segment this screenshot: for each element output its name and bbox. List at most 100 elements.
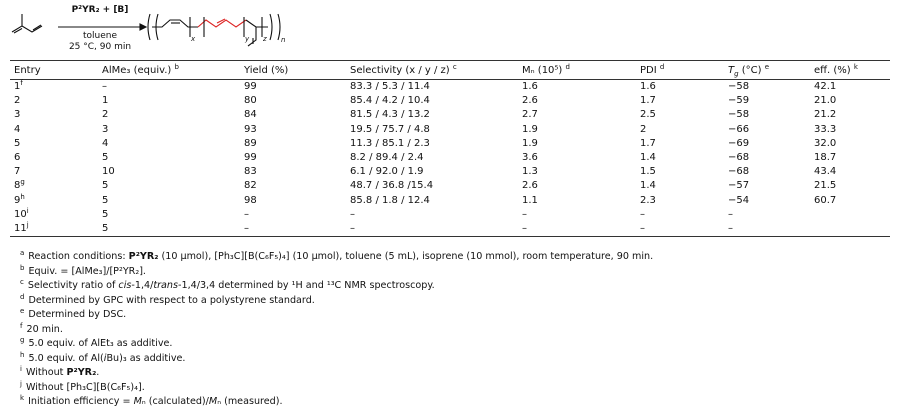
footnote: i Without P²YR₂. <box>20 366 653 381</box>
table-row: 11j 5– – – – – <box>10 221 890 238</box>
table-cell: 82 <box>244 180 257 192</box>
footnote-mark: b <box>20 263 25 272</box>
subscript: n <box>281 36 285 44</box>
column-header: eff. (%) k <box>810 60 890 80</box>
footnote: c Selectivity ratio of cis-1,4/trans-1,4/… <box>20 279 653 294</box>
footnote-text: . <box>96 367 100 378</box>
table-cell: 81.5 / 4.3 / 13.2 <box>350 109 430 121</box>
footnotes: a Reaction conditions: P²YR₂ (10 μmol), [… <box>20 250 653 410</box>
header-text: AlMe₃ (equiv.) <box>102 64 172 76</box>
footnote-ref: h <box>20 192 25 201</box>
footnote-ref: g <box>20 178 25 187</box>
table-cell: 21.2 <box>814 109 837 121</box>
table-cell: 1.1 <box>522 194 538 206</box>
table-cell: 2.6 <box>522 95 538 107</box>
footnote-mark: e <box>20 307 25 315</box>
footnote-text: M <box>208 396 218 407</box>
table-body: 1f –99 83.3 / 5.3 / 11.4 1.6 1.6 −58 42.1 2 1 80 8… <box>10 80 890 238</box>
footnote-text: 20 min. <box>26 323 63 335</box>
table-cell: 60.7 <box>814 194 837 206</box>
footnote-mark: g <box>20 336 25 344</box>
column-header: Tg (°C) e <box>724 60 810 80</box>
subscript: x <box>190 35 196 43</box>
entry-cell: 9h <box>10 192 98 208</box>
entry-cell: 7 <box>10 165 98 179</box>
footnote-ref: d <box>565 62 570 71</box>
footnote-ref: d <box>659 62 665 71</box>
table-cell: 33.3 <box>814 123 837 135</box>
table-cell: −68 <box>728 152 750 164</box>
table-cell: – <box>640 208 645 220</box>
footnote: a Reaction conditions: P²YR₂ (10 μmol), [… <box>20 250 653 265</box>
table-cell: 5 <box>102 152 109 164</box>
entry: 1 <box>14 81 21 93</box>
table-cell: 1.5 <box>640 166 656 178</box>
footnote-text: ₙ (measured). <box>217 396 283 407</box>
table-cell: −69 <box>728 137 750 149</box>
table-cell: −68 <box>728 166 750 178</box>
footnote: d Determined by GPC with respect to a pol… <box>20 293 653 309</box>
table-cell: 1.4 <box>640 152 656 164</box>
entry-cell: 3 <box>10 108 98 122</box>
table-cell: – <box>240 221 346 238</box>
entry: 7 <box>14 166 21 178</box>
table-row: 3 2 84 81.5 / 4.3 / 13.2 2.7 2.5 −58 21.2 <box>10 108 890 122</box>
header-text: Mₙ (10⁵) <box>522 64 563 76</box>
table-cell: 1.6 <box>522 81 538 93</box>
table-cell: 1.7 <box>640 95 656 107</box>
table-row: 8g 5 82 48.7 / 36.8 /15.4 2.6 1.4 −57 21.5 <box>10 179 890 193</box>
footnote-text: (10 μmol), [Ph₃C][B(C₆F₅)₄] (10 μmol), t… <box>158 251 654 262</box>
table-cell: 48.7 / 36.8 /15.4 <box>350 180 434 192</box>
column-header: Selectivity (x / y / z) c <box>346 60 518 80</box>
table-cell: – <box>518 221 636 238</box>
table-cell: 19.5 / 75.7 / 4.8 <box>350 123 430 135</box>
footnote: j Without [Ph₃C][B(C₆F₅)₄]. <box>20 380 653 396</box>
solvent: toluene <box>83 31 117 41</box>
footnote-ref: e <box>764 62 770 71</box>
header-text: Entry <box>14 64 41 76</box>
table-cell: 1.9 <box>522 137 538 149</box>
reaction-scheme: P²YR₂ + [B] toluene 25 °C, 90 min x y z … <box>11 5 285 52</box>
table-cell: 6.1 / 92.0 / 1.9 <box>350 166 424 178</box>
table-cell: 32.0 <box>814 137 837 149</box>
table-cell: 1.9 <box>522 123 538 135</box>
entry: 3 <box>14 109 21 121</box>
bracket <box>269 13 281 41</box>
footnote-ref: f <box>20 79 23 88</box>
table-cell: 80 <box>244 95 257 107</box>
footnote-text: ₙ (calculated)/ <box>141 396 209 407</box>
footnote-text: 5.0 equiv. of Al( <box>28 352 104 364</box>
table-cell: 2 <box>640 123 647 135</box>
table-row: 1f –99 83.3 / 5.3 / 11.4 1.6 1.6 −58 42.1 <box>10 80 890 95</box>
table-cell: 1.4 <box>640 180 656 192</box>
table-cell: 21.0 <box>814 95 837 107</box>
footnote-ref: i <box>26 206 29 215</box>
entry: 9 <box>14 194 21 206</box>
table-cell: – <box>522 208 527 220</box>
side-group <box>247 27 257 47</box>
table-cell: 18.7 <box>814 152 837 164</box>
data-table: Entry AlMe₃ (equiv.) b Yield (%) Selectivit… <box>10 60 890 238</box>
table-cell: −58 <box>728 81 750 93</box>
table-cell: 2 <box>102 109 109 121</box>
table-cell: 2.3 <box>640 194 656 206</box>
table-cell: 5 <box>98 221 240 238</box>
footnote: g 5.0 equiv. of AlEt₃ as additive. <box>20 337 653 352</box>
table-cell: – <box>636 221 724 238</box>
footnote-text: Selectivity ratio of <box>27 280 119 291</box>
footnote-text: P²YR₂ <box>66 367 97 378</box>
table-cell: – <box>724 221 810 238</box>
column-header: PDI d <box>636 60 724 80</box>
table-cell: 99 <box>244 152 257 164</box>
footnote-text: cis <box>118 280 132 291</box>
subscript: y <box>244 35 250 43</box>
table-cell: 99 <box>244 81 257 93</box>
table-cell: 85.4 / 4.2 / 10.4 <box>350 95 430 107</box>
column-header: Mₙ (10⁵) d <box>518 60 636 80</box>
table-cell: 89 <box>244 137 257 149</box>
footnote-text: M <box>133 396 142 407</box>
table-cell: 2.5 <box>640 109 656 121</box>
table-cell: 21.5 <box>814 180 837 192</box>
table-cell: −54 <box>728 194 750 206</box>
entry-cell: 4 <box>10 123 98 137</box>
